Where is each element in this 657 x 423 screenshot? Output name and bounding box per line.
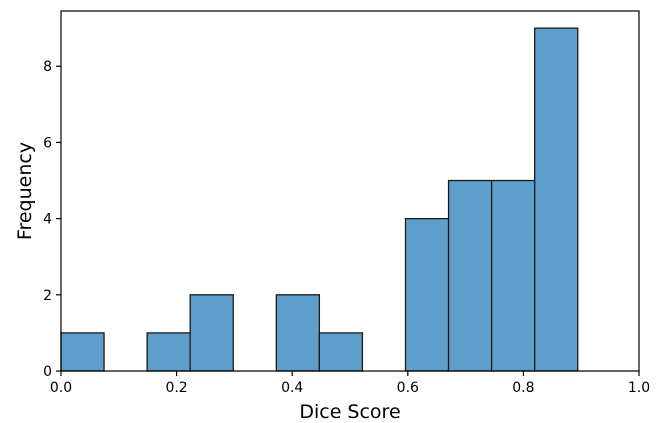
x-axis-label: Dice Score bbox=[299, 401, 400, 423]
x-tick-label: 0.8 bbox=[512, 380, 534, 396]
histogram-bar bbox=[447, 179, 493, 372]
histogram-bar bbox=[318, 332, 364, 372]
x-tick-label: 0.2 bbox=[165, 380, 187, 396]
histogram-bar bbox=[146, 332, 191, 372]
histogram-bar bbox=[534, 27, 579, 372]
ticks-layer: 0.0 0.2 0.4 0.6 0.8 1.0 0 2 4 6 8 bbox=[43, 59, 650, 396]
x-tick-label: 0.6 bbox=[397, 380, 419, 396]
histogram-bar bbox=[275, 294, 321, 372]
y-tick-label: 2 bbox=[43, 288, 52, 304]
y-axis-label: Frequency bbox=[14, 142, 36, 240]
y-tick-label: 6 bbox=[43, 135, 52, 151]
y-tick-label: 4 bbox=[43, 212, 52, 228]
histogram-bar bbox=[404, 217, 450, 372]
x-tick-label: 1.0 bbox=[628, 380, 650, 396]
y-tick-label: 8 bbox=[43, 59, 52, 75]
histogram-bar bbox=[189, 294, 234, 372]
plot-frame bbox=[60, 10, 640, 372]
histogram-bar bbox=[490, 179, 536, 372]
x-tick-label: 0.4 bbox=[281, 380, 303, 396]
histogram-bar bbox=[60, 332, 105, 372]
axes-layer bbox=[60, 10, 640, 372]
x-tick-label: 0.0 bbox=[50, 380, 72, 396]
bars-layer bbox=[60, 27, 579, 372]
y-tick-label: 0 bbox=[43, 364, 52, 380]
